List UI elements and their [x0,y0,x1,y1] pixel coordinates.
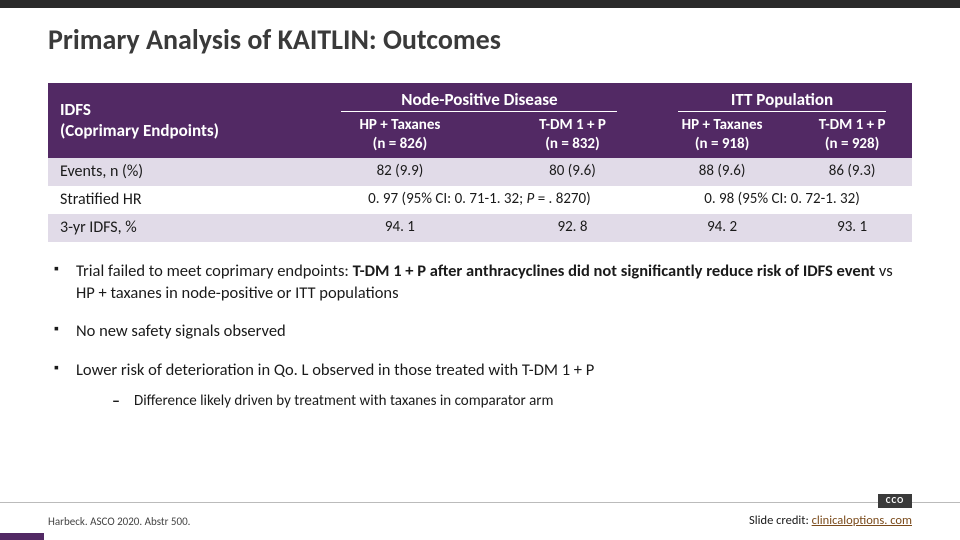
cell: 82 (9.9) [307,158,493,186]
outcomes-table: IDFS (Coprimary Endpoints) Node-Positive… [48,83,912,242]
cell: 92. 8 [493,214,652,242]
cco-logo: CCO [878,494,912,508]
bullet-item: No new safety signals observed [54,320,912,342]
col-2-header: T-DM 1 + P (n = 832) [493,112,652,158]
sub-bullet-list: Difference likely driven by treatment wi… [76,391,912,411]
bullet-list: Trial failed to meet coprimary endpoints… [48,260,912,411]
cell-merged: 0. 98 (95% CI: 0. 72-1. 32) [652,186,912,214]
row-label: 3-yr IDFS, % [48,214,307,242]
cell: 93. 1 [792,214,912,242]
bullet-item: Lower risk of deterioration in Qo. L obs… [54,359,912,412]
cell: 86 (9.3) [792,158,912,186]
slide-credit: Slide credit: clinicaloptions. com [749,513,912,528]
bottom-accent-bar [0,533,44,540]
footer: CCO Harbeck. ASCO 2020. Abstr 500. Slide… [0,502,960,540]
row-label: Stratified HR [48,186,307,214]
cell: 80 (9.6) [493,158,652,186]
cell: 94. 1 [307,214,493,242]
row-header-l2: (Coprimary Endpoints) [60,120,219,141]
cell-merged: 0. 97 (95% CI: 0. 71-1. 32; P = . 8270) [307,186,652,214]
slide-body: Primary Analysis of KAITLIN: Outcomes ID… [0,8,960,411]
sub-bullet-item: Difference likely driven by treatment wi… [112,391,912,411]
bullet-item: Trial failed to meet coprimary endpoints… [54,260,912,305]
slide-title: Primary Analysis of KAITLIN: Outcomes [48,22,912,57]
col-1-header: HP + Taxanes (n = 826) [307,112,493,158]
cell: 88 (9.6) [652,158,792,186]
table-row: 3-yr IDFS, % 94. 1 92. 8 94. 2 93. 1 [48,214,912,242]
table-row: Stratified HR 0. 97 (95% CI: 0. 71-1. 32… [48,186,912,214]
table-row: Events, n (%) 82 (9.9) 80 (9.6) 88 (9.6)… [48,158,912,186]
cell: 94. 2 [652,214,792,242]
row-header-l1: IDFS [60,99,91,120]
top-accent-bar [0,0,960,8]
credit-link[interactable]: clinicaloptions. com [812,513,912,528]
col-group-2: ITT Population [652,83,912,112]
col-group-1: Node-Positive Disease [307,83,652,112]
row-header-cell: IDFS (Coprimary Endpoints) [48,83,307,158]
col-4-header: T-DM 1 + P (n = 928) [792,112,912,158]
col-3-header: HP + Taxanes (n = 918) [652,112,792,158]
row-label: Events, n (%) [48,158,307,186]
reference-text: Harbeck. ASCO 2020. Abstr 500. [48,515,190,528]
